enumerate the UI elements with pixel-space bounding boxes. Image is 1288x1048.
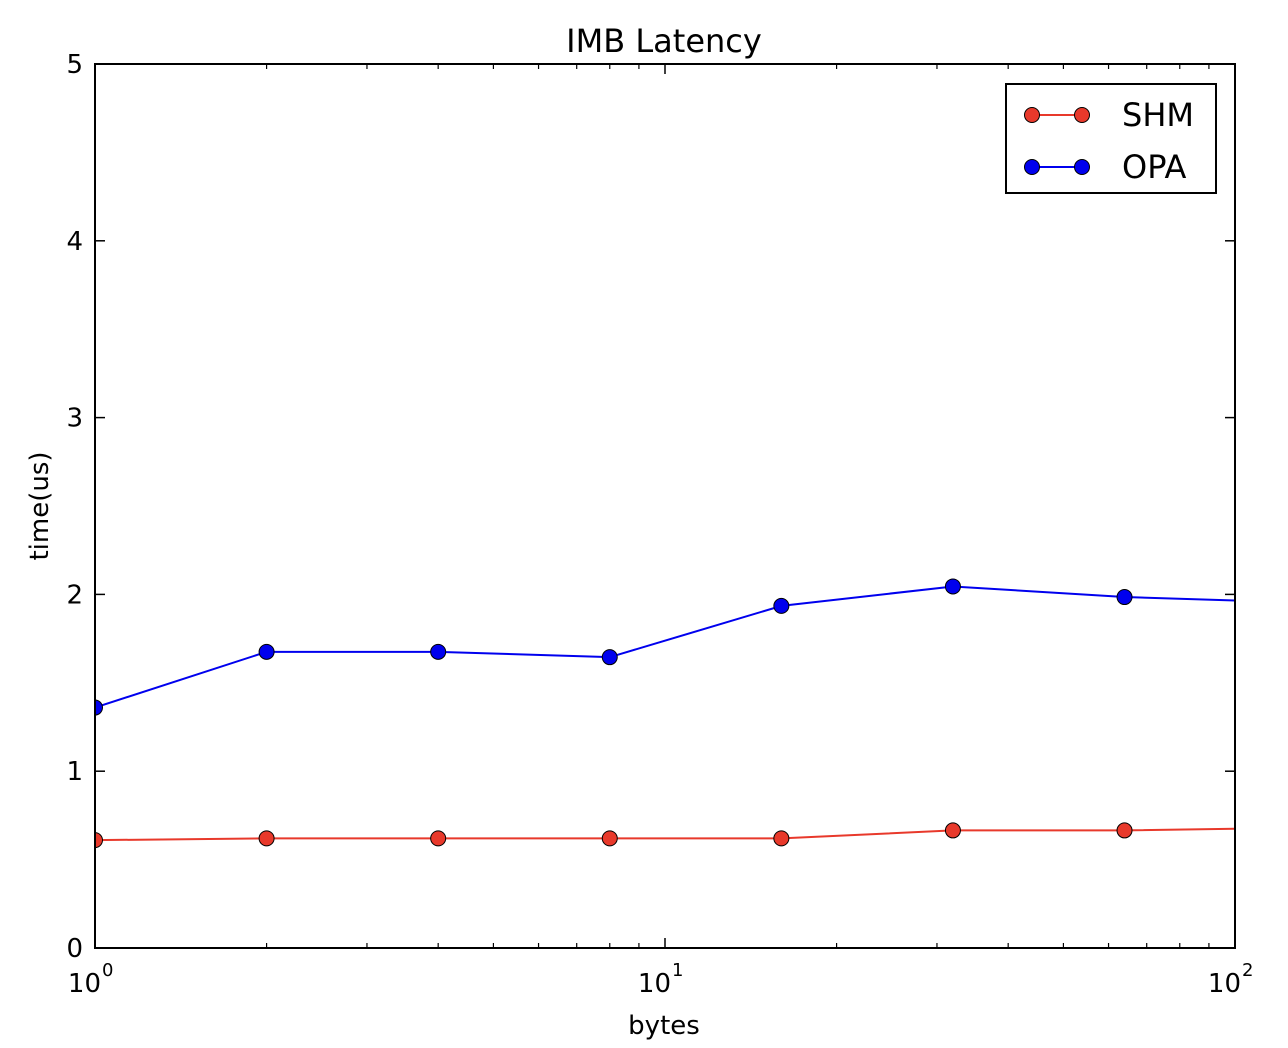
opa-line — [95, 585, 1235, 709]
x-tick-label-100: 10 2 — [1208, 960, 1254, 999]
shm-line — [95, 827, 1235, 842]
legend-items: SHM OPA — [1024, 96, 1194, 186]
opa-point-2 — [258, 643, 275, 660]
legend: SHM OPA — [1005, 83, 1217, 194]
shm-point-32 — [944, 822, 961, 839]
x-tick-label-base: 10 — [638, 969, 671, 999]
legend-opa-label: OPA — [1122, 148, 1186, 186]
x-tick-label-exponent: 0 — [102, 960, 113, 981]
opa-point-4 — [430, 643, 447, 660]
opa-point-1 — [95, 699, 103, 716]
chart-title: IMB Latency — [566, 22, 762, 60]
legend-shm-label: SHM — [1122, 96, 1194, 134]
x-tick-label-exponent: 1 — [672, 960, 683, 981]
opa-point-64 — [1116, 589, 1133, 606]
y-tick-label-2: 2 — [66, 580, 83, 610]
legend-opa-marker-1 — [1024, 159, 1040, 175]
shm-point-16 — [773, 830, 790, 847]
x-axis-label: bytes — [628, 1011, 700, 1041]
x-tick-label-10: 10 1 — [638, 960, 684, 999]
plot-frame — [94, 63, 1236, 949]
y-tick-label-4: 4 — [66, 227, 83, 257]
y-tick-label-5: 5 — [66, 50, 83, 80]
y-tick-label-3: 3 — [66, 404, 83, 434]
y-axis-label: time(us) — [25, 451, 55, 560]
legend-box — [1005, 83, 1217, 194]
opa-point-32 — [944, 578, 961, 595]
opa-point-16 — [773, 597, 790, 614]
shm-point-64 — [1116, 822, 1133, 839]
y-tick-label-0: 0 — [66, 934, 83, 964]
legend-shm-marker-1 — [1024, 107, 1040, 123]
shm-point-4 — [430, 830, 447, 847]
x-tick-label-exponent: 2 — [1242, 960, 1253, 981]
y-tick-label-1: 1 — [66, 757, 83, 787]
series-layer — [95, 578, 1235, 849]
legend-shm-marker-2 — [1074, 107, 1090, 123]
shm-point-8 — [601, 830, 618, 847]
x-tick-label-base: 10 — [68, 969, 101, 999]
opa-point-8 — [601, 649, 618, 666]
shm-point-2 — [258, 830, 275, 847]
shm-point-1 — [95, 832, 103, 849]
x-tick-label-base: 10 — [1208, 969, 1241, 999]
legend-opa-marker-2 — [1074, 159, 1090, 175]
x-tick-label-1: 10 0 — [68, 960, 114, 999]
